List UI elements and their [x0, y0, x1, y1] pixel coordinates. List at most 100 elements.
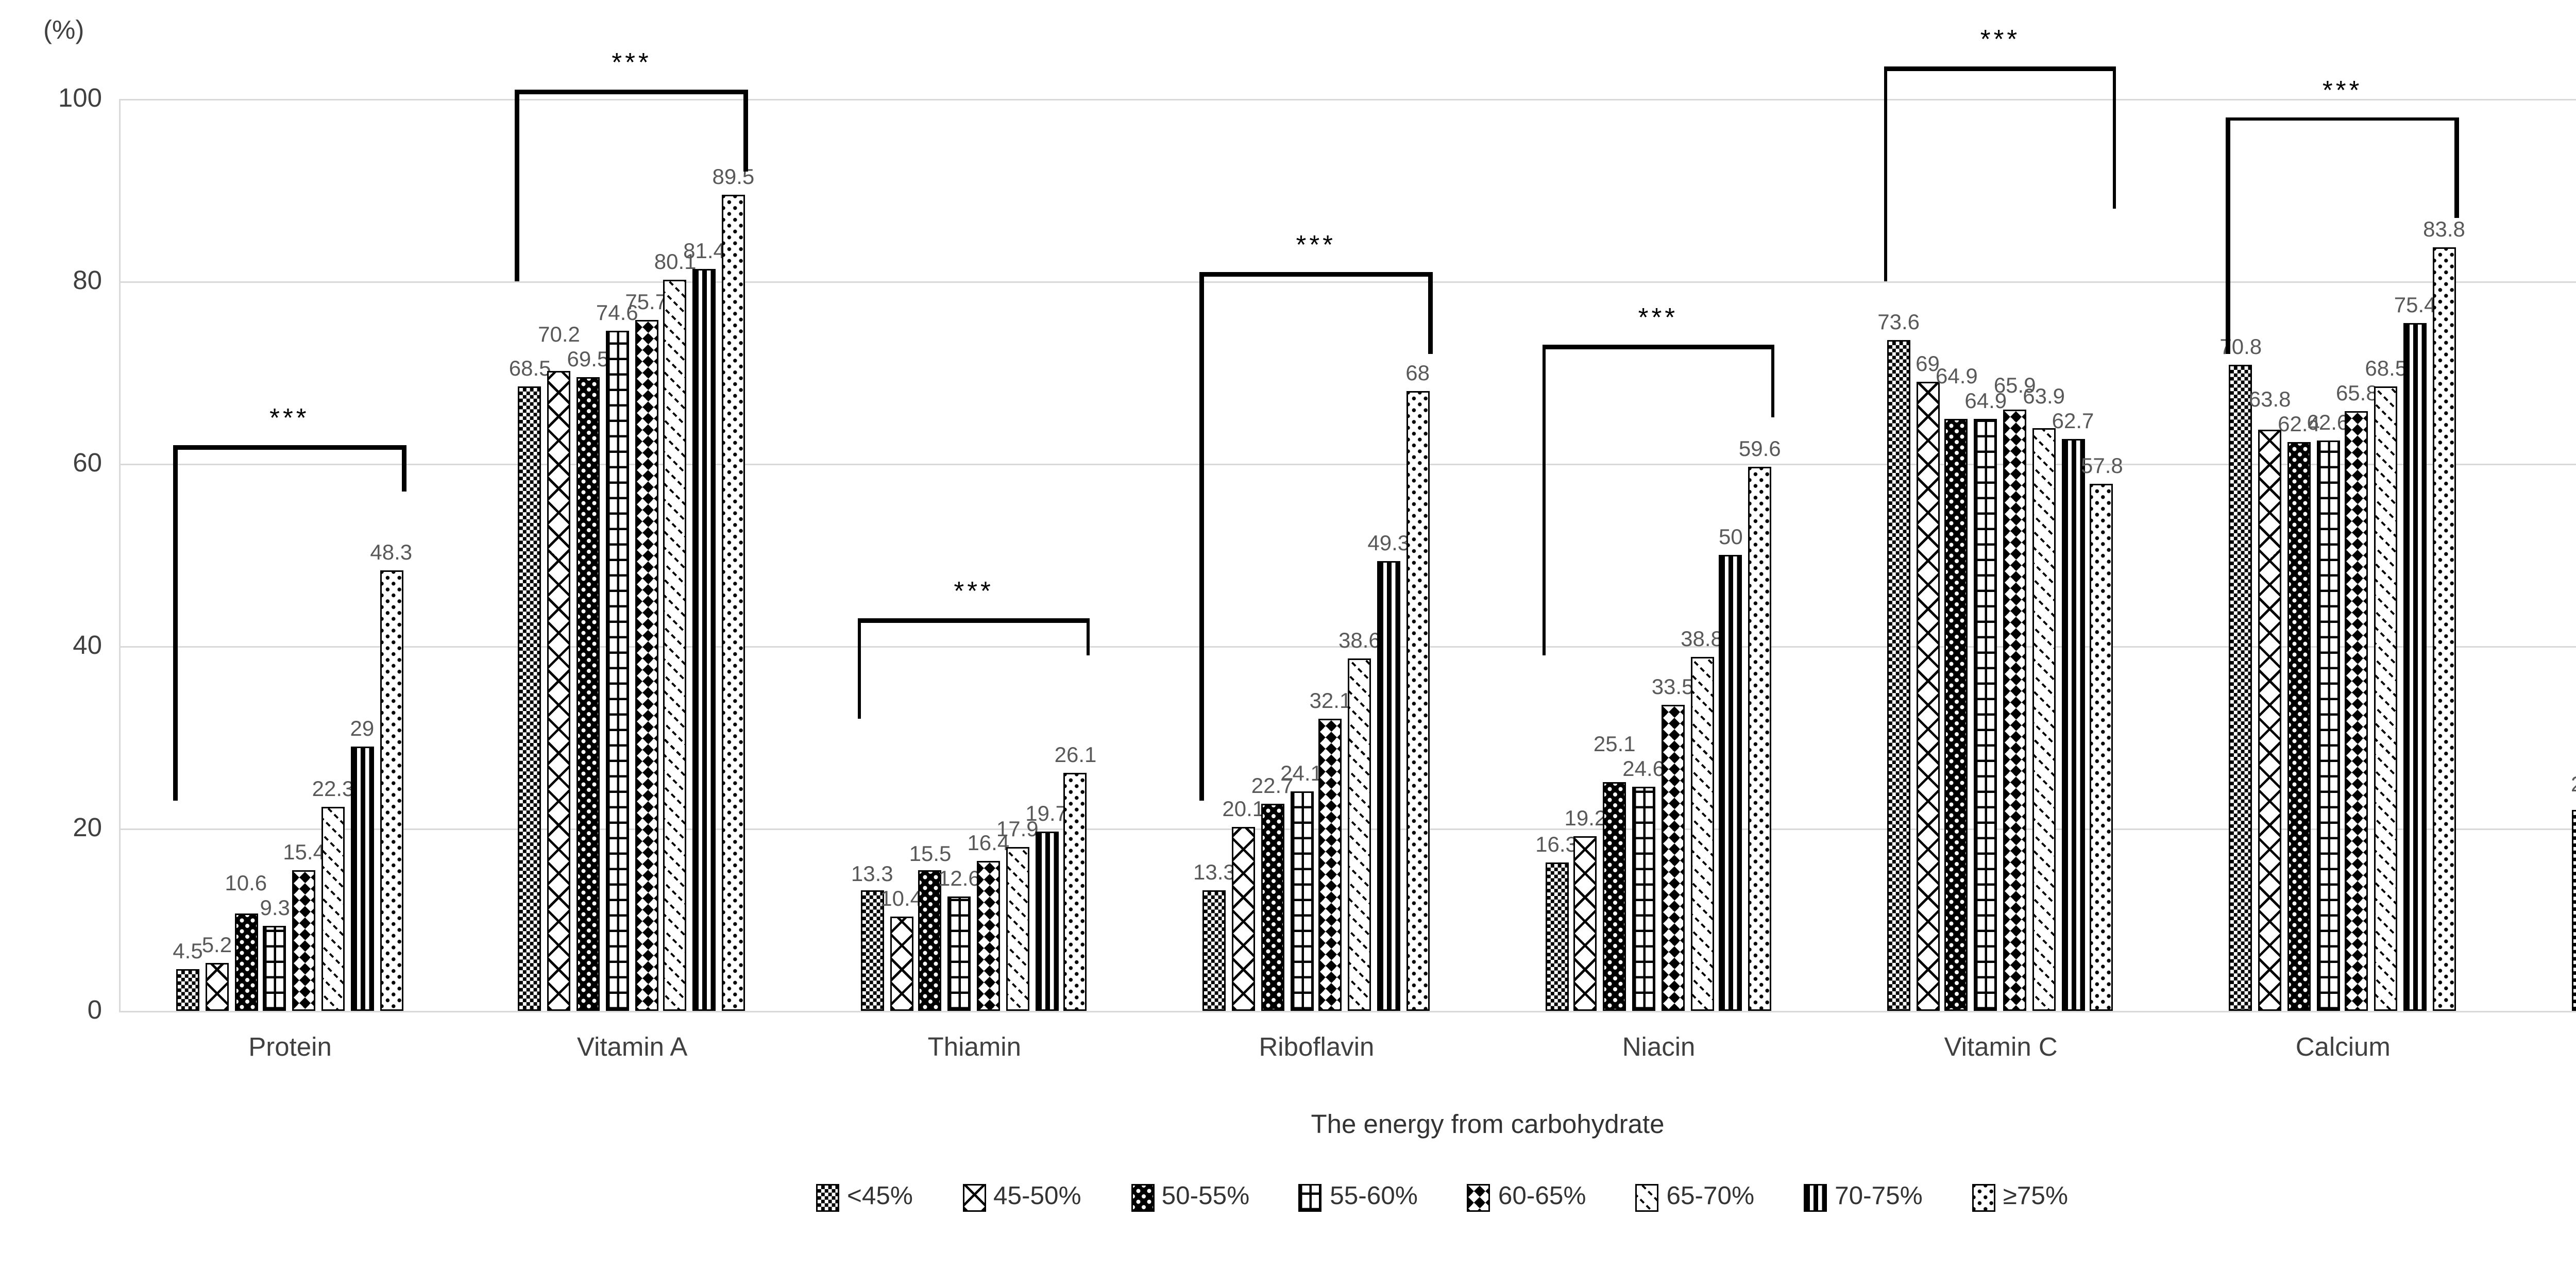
bar — [205, 963, 229, 1011]
bar-value-label: 62.7 — [2052, 408, 2094, 433]
legend-label: 55-60% — [1330, 1182, 1418, 1210]
gridline — [119, 280, 2576, 282]
significance-bracket-left-leg — [173, 445, 177, 801]
bar-value-label: 32.1 — [1309, 687, 1352, 712]
bar-value-label: 13.3 — [1193, 858, 1235, 884]
significance-bracket-right-leg — [1770, 345, 1775, 418]
bar — [1035, 831, 1058, 1011]
bar — [1290, 791, 1313, 1011]
bar-value-label: 75.4 — [2394, 292, 2436, 317]
bar — [1573, 836, 1597, 1011]
category-label: Vitamin A — [577, 1033, 688, 1062]
bar-value-label: 38.6 — [1338, 628, 1381, 653]
bar — [919, 869, 942, 1011]
legend-swatch — [1130, 1183, 1154, 1211]
bar-value-label: 74.6 — [596, 299, 638, 325]
significance-bracket — [1884, 67, 2117, 71]
category-label: Niacin — [1622, 1033, 1696, 1062]
significance-bracket-right-leg — [402, 445, 406, 492]
bar — [1974, 419, 1997, 1011]
significance-bracket — [857, 618, 1091, 623]
significance-stars: *** — [1296, 230, 1336, 260]
bar-value-label: 64.9 — [1936, 363, 1978, 388]
legend-item: 65-70% — [1635, 1182, 1754, 1212]
bar — [1545, 862, 1568, 1011]
significance-bracket-right-leg — [2454, 117, 2459, 218]
plot-left-border — [118, 99, 120, 1011]
bar — [1377, 561, 1400, 1011]
legend-label: 45-50% — [993, 1182, 1081, 1210]
significance-stars: *** — [269, 403, 310, 433]
bar — [2374, 386, 2398, 1011]
bar-value-label: 89.5 — [712, 163, 755, 189]
bar — [1690, 657, 1714, 1011]
y-tick-label: 100 — [58, 83, 102, 113]
bar — [292, 870, 316, 1011]
bar — [2061, 439, 2085, 1011]
bar-value-label: 63.8 — [2248, 386, 2291, 411]
significance-bracket — [1199, 272, 1433, 277]
bar-value-label: 26.1 — [1054, 742, 1097, 767]
significance-bracket — [173, 445, 406, 450]
significance-bracket-right-leg — [1428, 272, 1433, 354]
gridline — [119, 645, 2576, 647]
legend-item: 70-75% — [1804, 1182, 1923, 1212]
bar-value-label: 69 — [1916, 350, 1940, 376]
legend-swatch — [1635, 1183, 1659, 1211]
category-label: Vitamin C — [1944, 1033, 2058, 1062]
bar — [2403, 323, 2427, 1011]
bar-group: 73.6 69 64.9 64.9 65.9 63.9 62.7 57.8 — [1830, 0, 2172, 1011]
bar — [1318, 718, 1342, 1011]
bar-value-label: 10.4 — [880, 885, 923, 910]
bar — [2032, 428, 2056, 1011]
bar-value-label: 63.9 — [2023, 383, 2065, 409]
bar-group: 4.5 5.2 10.6 9.3 15.4 22.3 29 48.3 — [119, 0, 461, 1011]
significance-bracket — [1541, 345, 1775, 349]
category-label: Iron — [2514, 1033, 2576, 1063]
bar — [1632, 786, 1655, 1011]
bar — [379, 570, 403, 1011]
bar-value-label: 68.5 — [509, 355, 551, 380]
bar-value-label: 19.7 — [1025, 800, 1068, 825]
legend-label: 70-75% — [1835, 1182, 1923, 1210]
bar-group: 16.3 19.2 25.1 24.6 33.5 38.8 50 59.6 — [1488, 0, 1830, 1011]
bar-value-label: 22.7 — [1251, 773, 1294, 798]
bar-value-label: 15.4 — [283, 839, 325, 865]
bar-value-label: 17.9 — [996, 817, 1039, 842]
significance-stars: *** — [1638, 303, 1679, 333]
bar — [2287, 442, 2311, 1011]
y-axis-unit-label: (%) — [43, 15, 84, 45]
bar-value-label: 25.1 — [1593, 731, 1636, 756]
bar-value-label: 75.7 — [625, 290, 668, 315]
bar — [1916, 381, 1940, 1011]
legend-label: 50-55% — [1161, 1182, 1250, 1210]
bar-value-label: 29 — [350, 715, 375, 740]
bar — [664, 280, 687, 1011]
bar-value-label: 22 — [2571, 771, 2576, 796]
bar-value-label: 57.8 — [2081, 452, 2123, 478]
significance-stars: *** — [612, 48, 652, 78]
bar-value-label: 38.8 — [1681, 626, 1723, 651]
y-tick-label: 40 — [73, 631, 102, 660]
bar-value-label: 24.6 — [1622, 755, 1665, 781]
y-tick-label: 0 — [87, 995, 102, 1025]
bar — [947, 896, 971, 1011]
bar-value-label: 68.5 — [2365, 355, 2408, 380]
bar-value-label: 24.1 — [1280, 760, 1323, 785]
bar — [2316, 440, 2340, 1011]
bar-value-label: 22.3 — [312, 776, 354, 802]
legend-swatch — [962, 1183, 986, 1211]
bar — [1406, 391, 1430, 1011]
bar — [176, 970, 199, 1011]
gridline — [119, 463, 2576, 465]
bar — [1064, 773, 1088, 1011]
bar — [1603, 782, 1626, 1011]
bar-value-label: 20.1 — [1222, 797, 1265, 822]
bar-value-label: 65.8 — [2335, 380, 2378, 405]
bar-value-label: 59.6 — [1738, 436, 1781, 462]
bar-value-label: 50 — [1719, 524, 1743, 549]
bar-value-label: 5.2 — [201, 932, 232, 957]
bar — [1945, 419, 1969, 1011]
significance-stars: *** — [954, 577, 994, 606]
